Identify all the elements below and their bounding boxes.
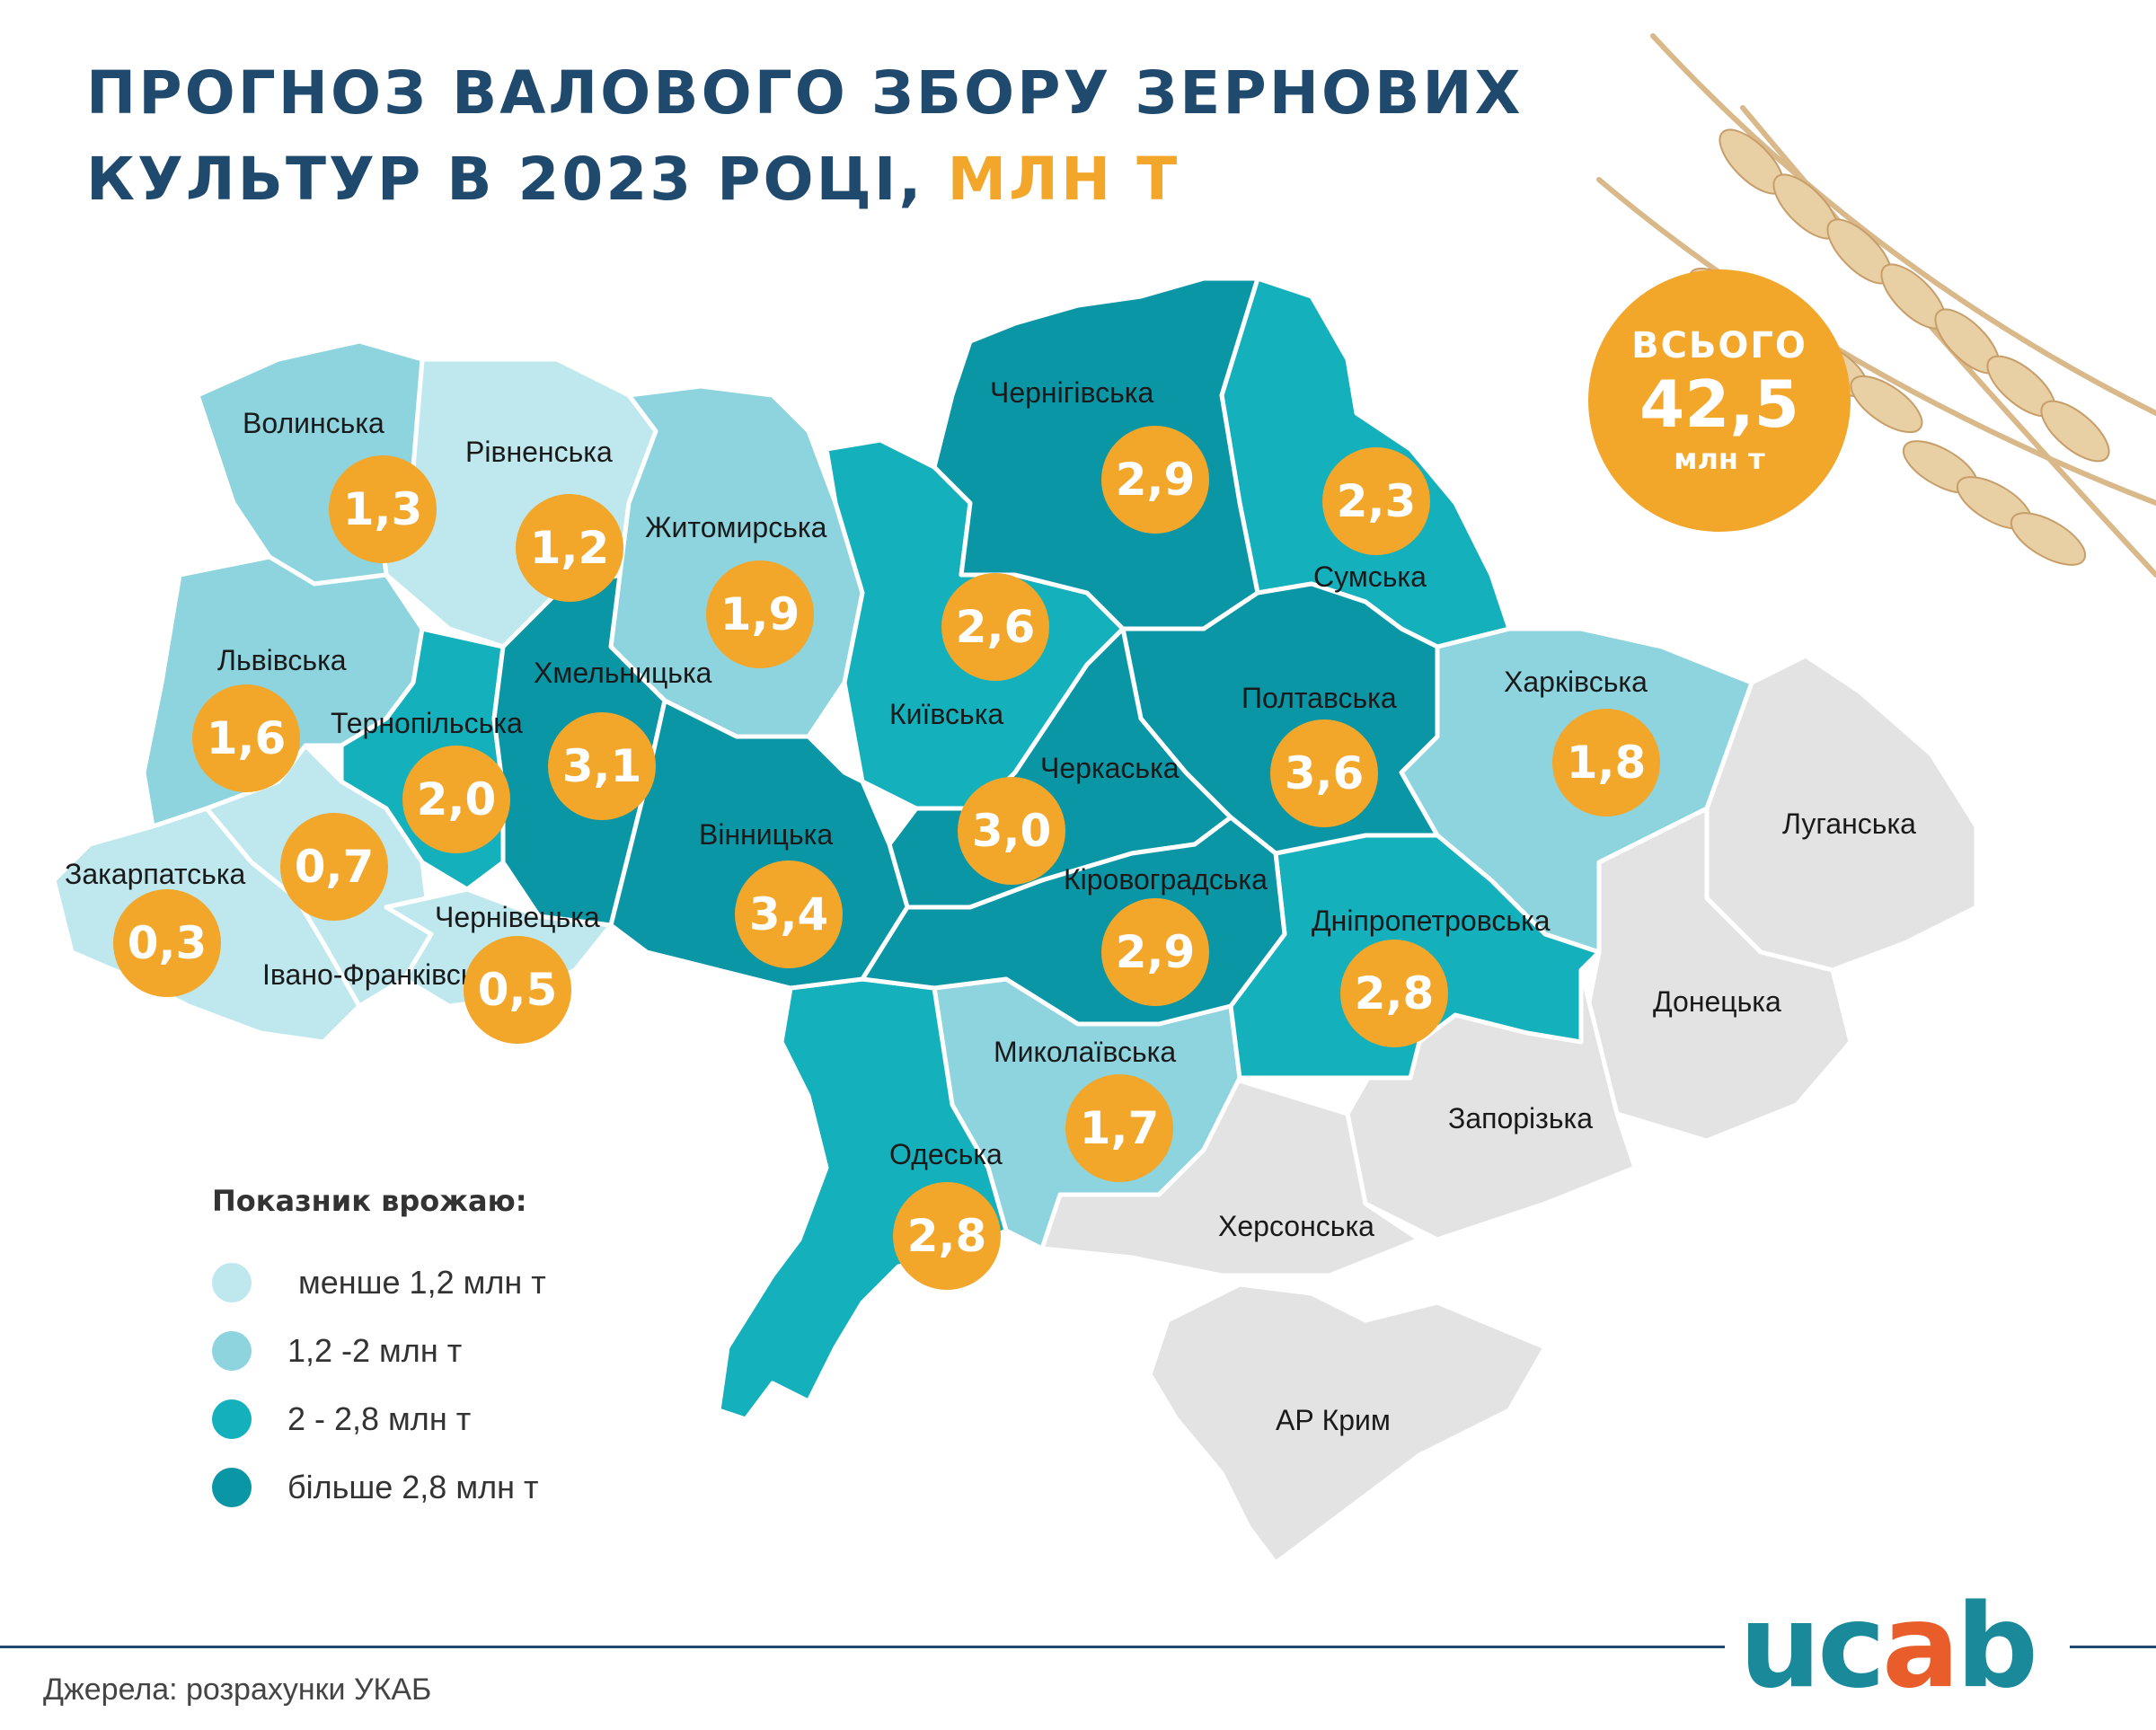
badge-poltavska: 3,6 [1270, 719, 1378, 827]
value-vinnytska: 3,4 [749, 888, 829, 940]
label-kirovohradska: Кіровоградська [1064, 863, 1268, 896]
label-chernivetska: Чернівецька [435, 901, 600, 933]
label-odeska: Одеська [889, 1138, 1003, 1170]
label-volynska: Волинська [243, 407, 384, 439]
value-mykolaivska: 1,7 [1080, 1102, 1160, 1154]
legend-swatch [212, 1263, 252, 1302]
label-dnipropetrovska: Дніпропетровська [1312, 905, 1551, 937]
value-rivnenska: 1,2 [530, 522, 610, 574]
badge-chernihivska: 2,9 [1101, 426, 1209, 534]
value-zakarpatska: 0,3 [128, 917, 208, 969]
value-khmelnytska: 3,1 [562, 740, 642, 792]
badge-lvivska: 1,6 [192, 684, 300, 792]
badge-zhytomyrska: 1,9 [706, 560, 814, 668]
label-zakarpatska: Закарпатська [65, 858, 246, 890]
badge-volynska: 1,3 [329, 455, 437, 563]
badge-sumska: 2,3 [1322, 447, 1430, 555]
label-chernihivska: Чернігівська [990, 376, 1154, 409]
value-dnipropetrovska: 2,8 [1355, 967, 1435, 1019]
value-kharkivska: 1,8 [1567, 737, 1647, 789]
label-lvivska: Львівська [217, 644, 347, 676]
value-lvivska: 1,6 [207, 712, 287, 764]
label-luhanska: Луганська [1782, 808, 1916, 840]
value-ivano-frankivska: 0,7 [295, 841, 375, 893]
value-poltavska: 3,6 [1285, 747, 1365, 799]
legend-swatch [212, 1468, 252, 1507]
footer-divider-right [2070, 1646, 2156, 1648]
legend-label: 1,2 -2 млн т [287, 1332, 463, 1369]
value-ternopilska: 2,0 [417, 773, 497, 825]
badge-mykolaivska: 1,7 [1065, 1074, 1173, 1182]
legend-label: 2 - 2,8 млн т [287, 1400, 472, 1437]
label-zhytomyrska: Житомирська [645, 511, 827, 543]
label-khersonska: Херсонська [1218, 1210, 1374, 1242]
value-cherkaska: 3,0 [972, 805, 1052, 857]
value-kirovohradska: 2,9 [1116, 926, 1196, 978]
title-unit: МЛН Т [947, 145, 1180, 214]
badge-zakarpatska: 0,3 [113, 889, 221, 997]
legend-label: більше 2,8 млн т [287, 1469, 539, 1505]
total-unit: млн т [1674, 442, 1765, 476]
badge-kyivska: 2,6 [941, 573, 1049, 681]
title-line2: КУЛЬТУР В 2023 РОЦІ, [86, 145, 924, 214]
legend-title: Показник врожаю: [212, 1184, 527, 1218]
label-rivnenska: Рівненська [465, 436, 613, 468]
label-sumska: Сумська [1313, 560, 1427, 593]
legend-item-1-2-2: 1,2 -2 млн т [212, 1317, 546, 1385]
badge-ternopilska: 2,0 [402, 746, 510, 853]
label-kyivska: Київська [889, 698, 1003, 730]
label-zaporizka: Запорізька [1448, 1102, 1593, 1134]
label-cherkaska: Черкаська [1040, 752, 1180, 784]
badge-khmelnytska: 3,1 [548, 712, 656, 820]
badge-cherkaska: 3,0 [958, 777, 1065, 885]
badge-kirovohradska: 2,9 [1101, 898, 1209, 1006]
title-line1: ПРОГНОЗ ВАЛОВОГО ЗБОРУ ЗЕРНОВИХ [86, 58, 1524, 128]
label-ternopilska: Тернопільська [331, 707, 523, 739]
source-note: Джерела: розрахунки УКАБ [43, 1673, 432, 1707]
badge-vinnytska: 3,4 [735, 861, 843, 968]
page-title: ПРОГНОЗ ВАЛОВОГО ЗБОРУ ЗЕРНОВИХ КУЛЬТУР … [86, 50, 1524, 223]
value-zhytomyrska: 1,9 [720, 588, 800, 640]
badge-chernivetska: 0,5 [464, 936, 571, 1044]
label-kharkivska: Харківська [1504, 666, 1648, 698]
badge-kharkivska: 1,8 [1552, 709, 1660, 816]
label-mykolaivska: Миколаївська [994, 1036, 1176, 1068]
value-chernivetska: 0,5 [478, 964, 558, 1016]
legend-label: менше 1,2 млн т [298, 1264, 546, 1301]
label-donetska: Донецька [1653, 985, 1781, 1018]
badge-ivano-frankivska: 0,7 [280, 813, 388, 921]
label-ar-krym: АР Крим [1276, 1404, 1391, 1436]
total-badge: ВСЬОГО 42,5 млн т [1588, 269, 1851, 532]
value-kyivska: 2,6 [956, 601, 1036, 653]
badge-odeska: 2,8 [893, 1182, 1001, 1290]
value-sumska: 2,3 [1337, 475, 1417, 527]
value-volynska: 1,3 [343, 483, 423, 535]
footer-divider-left [0, 1646, 1725, 1648]
label-khmelnytska: Хмельницька [534, 657, 712, 689]
ucab-logo: ucab [1739, 1580, 2038, 1714]
legend-item-2-2-8: 2 - 2,8 млн т [212, 1385, 546, 1453]
region-ar-krym[interactable] [1147, 1282, 1548, 1566]
legend-item-gt2-8: більше 2,8 млн т [212, 1453, 546, 1522]
legend: Показник врожаю: менше 1,2 млн т 1,2 -2 … [212, 1184, 546, 1522]
label-vinnytska: Вінницька [699, 818, 833, 851]
badge-dnipropetrovska: 2,8 [1340, 940, 1448, 1047]
region-odeska[interactable] [716, 976, 1009, 1422]
total-value: 42,5 [1639, 366, 1799, 442]
legend-swatch [212, 1399, 252, 1439]
badge-rivnenska: 1,2 [516, 494, 623, 602]
label-poltavska: Полтавська [1241, 682, 1397, 714]
total-label: ВСЬОГО [1631, 325, 1807, 366]
legend-swatch [212, 1331, 252, 1371]
legend-item-lt1-2: менше 1,2 млн т [212, 1249, 546, 1317]
value-chernihivska: 2,9 [1116, 454, 1196, 506]
value-odeska: 2,8 [907, 1210, 987, 1262]
